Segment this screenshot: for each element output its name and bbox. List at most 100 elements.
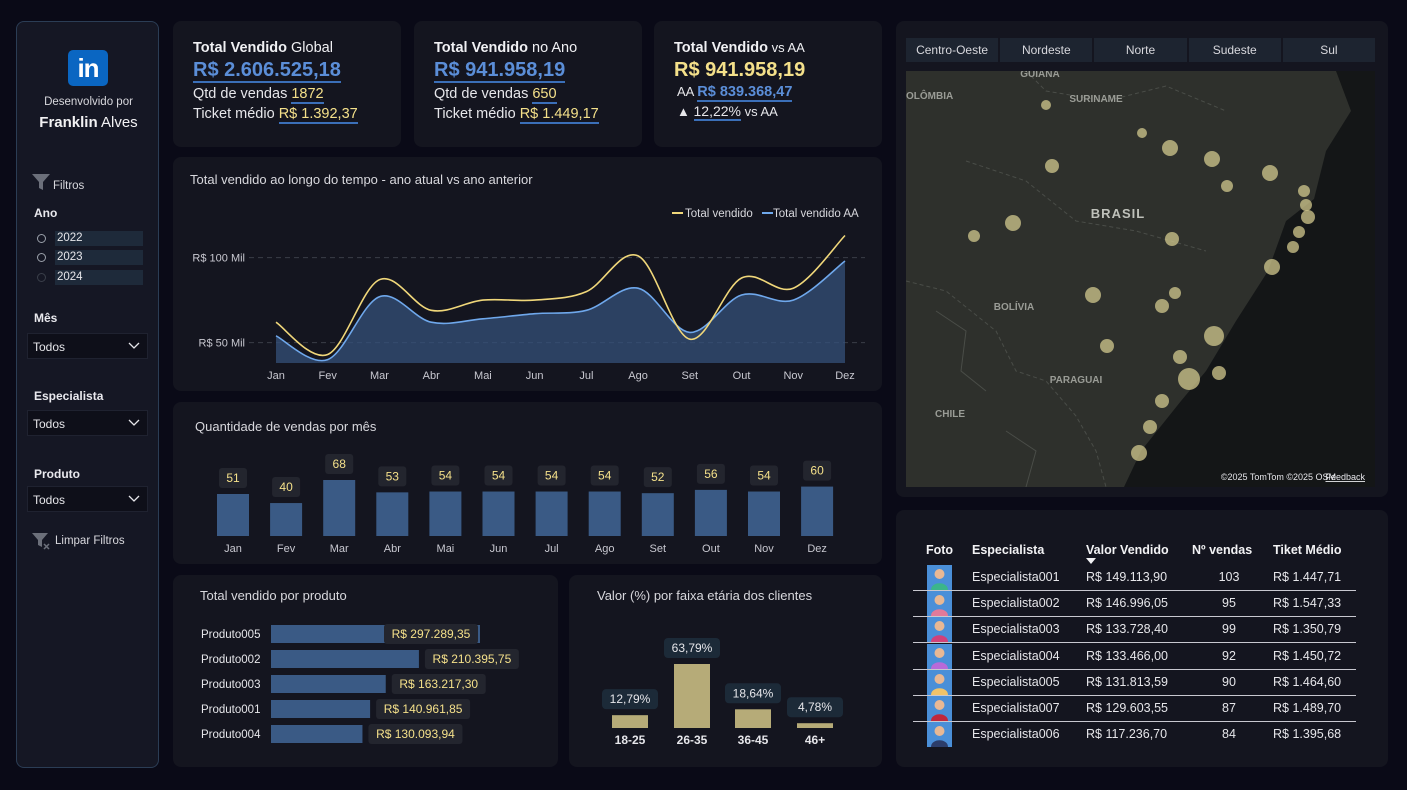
table-row[interactable]: Especialista002 R$ 146.996,05 95 R$ 1.54… (913, 591, 1356, 618)
row-divider (913, 590, 1356, 591)
map-bubble (1143, 420, 1157, 434)
map-bubble (1204, 151, 1220, 167)
month-select[interactable]: Todos (27, 333, 148, 359)
avatar (927, 617, 952, 643)
tab-nordeste[interactable]: Nordeste (1000, 38, 1093, 62)
qty-chart-title: Quantidade de vendas por mês (195, 419, 377, 434)
data-label: 54 (598, 469, 612, 483)
col-header-especialista[interactable]: Especialista (972, 543, 1045, 557)
product-select[interactable]: Todos (27, 486, 148, 512)
bar (694, 489, 727, 536)
kpi-title: Total Vendido Global (193, 38, 381, 58)
author-first-name: Franklin (39, 114, 98, 131)
x-tick-label: Mar (330, 543, 349, 555)
bar (612, 715, 648, 728)
radio-icon (37, 234, 46, 243)
table-row[interactable]: Especialista004 R$ 133.466,00 92 R$ 1.45… (913, 643, 1356, 670)
year-option-2023[interactable]: 2023 (37, 250, 143, 265)
map-bubble (1155, 299, 1169, 313)
data-label: R$ 297.289,35 (392, 627, 471, 641)
x-tick-label: Fev (277, 543, 296, 555)
map-bubble (1300, 199, 1312, 211)
table-row[interactable]: Especialista001 R$ 149.113,90 103 R$ 1.4… (913, 565, 1356, 591)
avatar-person-icon (927, 591, 952, 617)
kpi-aa-label: AA (677, 84, 698, 99)
value-sold: R$ 146.996,05 (1086, 596, 1169, 611)
sort-desc-icon (1086, 558, 1096, 564)
data-label: 54 (439, 469, 453, 483)
data-label: 54 (492, 469, 506, 483)
row-divider (913, 694, 1356, 696)
tab-sudeste[interactable]: Sudeste (1188, 38, 1281, 62)
tab-norte[interactable]: Norte (1094, 38, 1187, 62)
x-tick-label: Nov (783, 370, 803, 382)
specialist-select-value: Todos (33, 417, 66, 431)
kpi-ticket-value: R$ 1.392,37 (278, 106, 358, 124)
x-tick-label: Abr (384, 543, 401, 555)
data-label: 54 (545, 469, 559, 483)
map-bubble (1262, 165, 1278, 181)
data-label: R$ 210.395,75 (433, 652, 512, 666)
qty-chart-panel: Quantidade de vendas por mês 51 Jan 40 Fev 6… (173, 402, 882, 564)
bar (217, 494, 249, 536)
data-label: 4,78% (798, 700, 832, 714)
data-label-bg (484, 465, 513, 486)
year-label: Ano (34, 206, 58, 220)
map-bubble (968, 230, 980, 242)
kpi-qty-label: Qtd de vendas (193, 86, 292, 102)
clear-filter-icon (32, 533, 50, 550)
col-header-foto[interactable]: Foto (926, 543, 954, 557)
specialist-select[interactable]: Todos (27, 410, 148, 436)
col-header-num-vendas[interactable]: Nº vendas (1192, 543, 1253, 557)
x-tick-label: Dez (807, 543, 827, 555)
age-chart-panel: Valor (%) por faixa etária dos clientes … (569, 575, 882, 767)
brazil-map[interactable]: GUIANA SURINAME OLÔMBIA BRASIL BOLÍVIA P… (906, 71, 1375, 487)
linkedin-icon[interactable]: in (68, 50, 108, 86)
clear-filters-button[interactable]: Limpar Filtros (31, 531, 125, 551)
author-last-name: Alves (97, 114, 138, 131)
year-option-label: 2023 (55, 250, 143, 265)
map-bubble (1298, 185, 1310, 197)
map-label-guiana: GUIANA (1020, 71, 1059, 80)
col-header-valor-vendido[interactable]: Valor Vendido (1086, 543, 1169, 557)
data-label-bg (325, 454, 354, 474)
bar (588, 491, 621, 536)
x-tick-label: 26-35 (677, 733, 708, 747)
map-border (965, 71, 1227, 252)
kpi-ticket-label: Ticket médio (434, 106, 520, 122)
map-bubble (1100, 339, 1114, 353)
bar (271, 675, 386, 693)
row-divider (913, 668, 1356, 670)
year-option-2022[interactable]: 2022 (37, 231, 143, 246)
table-row[interactable]: Especialista006 R$ 117.236,70 84 R$ 1.39… (913, 722, 1356, 748)
data-label-bg (384, 624, 478, 644)
category-label: Produto002 (201, 654, 260, 666)
category-label: Produto004 (201, 729, 261, 741)
bar (797, 723, 833, 728)
map-bubble (1221, 180, 1233, 192)
table-row[interactable]: Especialista007 R$ 129.603,55 87 R$ 1.48… (913, 696, 1356, 722)
map-bubble (1155, 394, 1169, 408)
bar (641, 493, 674, 536)
map-feedback-link[interactable]: Feedback (1325, 472, 1365, 482)
table-row[interactable]: Especialista003 R$ 133.728,40 99 R$ 1.35… (913, 617, 1356, 644)
sales-count: 99 (1222, 622, 1236, 637)
kpi-title-rest: no Ano (527, 40, 578, 56)
x-tick-label: 18-25 (615, 733, 646, 747)
kpi-value: R$ 2.606.525,18 (193, 59, 341, 83)
col-header-ticket-medio[interactable]: Tiket Médio (1273, 543, 1342, 557)
map-bubble (1045, 159, 1059, 173)
map-bubble (1178, 368, 1200, 390)
value-sold: R$ 129.603,55 (1086, 701, 1169, 715)
x-tick-label: Fev (319, 370, 338, 382)
table-row[interactable]: Especialista005 R$ 131.813,59 90 R$ 1.46… (913, 669, 1356, 696)
kpi-aa-line: AA R$ 839.368,47 (674, 82, 862, 102)
avatar-person-icon (927, 565, 952, 590)
tab-sul[interactable]: Sul (1282, 38, 1376, 62)
x-tick-label: Mar (370, 370, 389, 382)
year-option-2024[interactable]: 2024 (37, 270, 143, 285)
value-sold: R$ 133.466,00 (1086, 648, 1169, 663)
avatar (927, 565, 952, 590)
age-chart-title: Valor (%) por faixa etária dos clientes (597, 588, 813, 603)
tab-centro-oeste[interactable]: Centro-Oeste (906, 38, 999, 62)
